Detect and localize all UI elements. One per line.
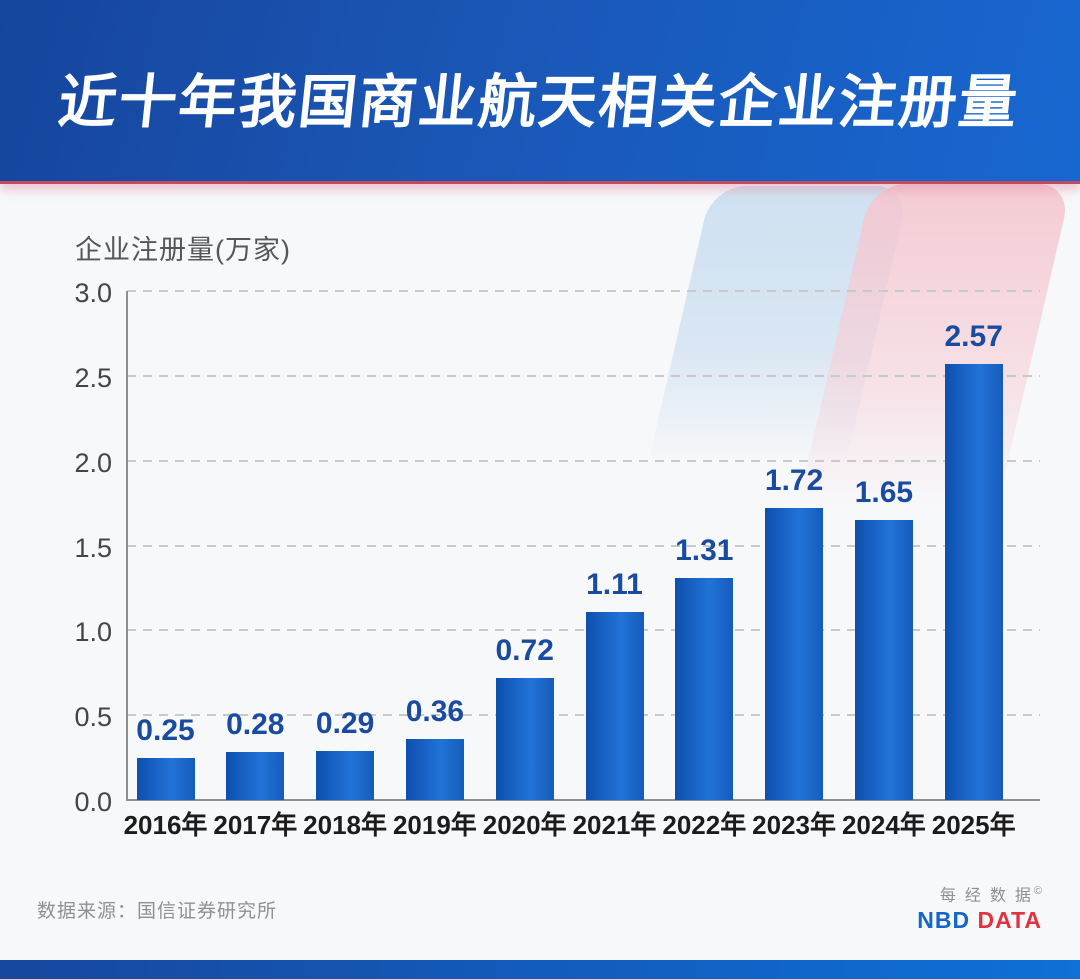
bar-value-label-2018年: 0.29 xyxy=(315,706,375,740)
y-tick-label-0.0: 0.0 xyxy=(74,787,112,817)
gridline-2.0 xyxy=(127,459,1040,462)
data-source: 数据来源：国信证券研究所 xyxy=(37,901,278,922)
nbd-logo-chinese-text: 每经数据 xyxy=(939,887,1040,905)
bar-2022年 xyxy=(675,577,734,800)
x-tick-label-2016年: 2016年 xyxy=(123,810,208,840)
gridline-1.5 xyxy=(127,544,1040,547)
bar-2018年 xyxy=(316,750,375,800)
nbd-logo: 每经数据© NBD DATA xyxy=(917,882,1042,933)
gridline-3.0 xyxy=(127,290,1040,292)
nbd-logo-nbd: NBD xyxy=(917,907,971,934)
bar-value-label-2022年: 1.31 xyxy=(675,533,734,567)
y-axis-title: 企业注册量(万家) xyxy=(75,235,291,265)
y-tick-label-2.0: 2.0 xyxy=(74,447,112,478)
bar-value-label-2020年: 0.72 xyxy=(495,633,554,667)
x-axis-line xyxy=(126,799,1040,801)
x-tick-label-2018年: 2018年 xyxy=(303,810,388,840)
x-tick-label-2019年: 2019年 xyxy=(392,810,477,840)
bar-value-label-2021年: 1.11 xyxy=(586,567,643,601)
title-banner: 近十年我国商业航天相关企业注册量 xyxy=(0,0,1080,184)
gridline-0.5 xyxy=(127,714,1040,717)
nbd-logo-english: NBD DATA xyxy=(917,907,1042,933)
bar-2021年 xyxy=(585,611,644,800)
y-tick-label-1.0: 1.0 xyxy=(74,617,112,648)
bar-value-label-2024年: 1.65 xyxy=(854,476,914,510)
gridline-1.0 xyxy=(127,629,1040,632)
y-tick-label-1.5: 1.5 xyxy=(74,532,112,563)
bar-2016年 xyxy=(136,757,195,800)
bar-2024年 xyxy=(854,520,913,800)
x-tick-label-2017年: 2017年 xyxy=(213,810,298,840)
bar-2020年 xyxy=(495,677,554,800)
bar-2025年 xyxy=(944,363,1003,800)
bar-value-label-2023年: 1.72 xyxy=(764,464,824,498)
bar-value-label-2017年: 0.28 xyxy=(226,708,285,742)
x-tick-label-2025年: 2025年 xyxy=(931,810,1016,840)
y-tick-label-3.0: 3.0 xyxy=(74,278,112,308)
nbd-logo-data: DATA xyxy=(977,907,1042,934)
page-title: 近十年我国商业航天相关企业注册量 xyxy=(55,69,1023,135)
bar-2023年 xyxy=(765,508,824,800)
bar-2017年 xyxy=(226,752,285,800)
bar-value-label-2016年: 0.25 xyxy=(136,713,195,747)
gridline-2.5 xyxy=(127,374,1040,377)
x-tick-label-2020年: 2020年 xyxy=(482,810,567,840)
y-axis-line xyxy=(126,291,128,800)
bar-value-label-2025年: 2.57 xyxy=(944,319,1003,353)
y-tick-label-0.5: 0.5 xyxy=(74,702,112,733)
y-tick-label-2.5: 2.5 xyxy=(74,362,112,393)
copyright-mark: © xyxy=(1033,885,1042,897)
x-tick-label-2024年: 2024年 xyxy=(841,810,926,840)
nbd-logo-chinese: 每经数据© xyxy=(917,882,1042,905)
x-tick-label-2021年: 2021年 xyxy=(572,810,657,840)
bar-value-label-2019年: 0.36 xyxy=(405,694,465,728)
x-tick-label-2023年: 2023年 xyxy=(752,810,837,840)
bottom-accent-bar xyxy=(0,960,1080,979)
x-tick-label-2022年: 2022年 xyxy=(662,810,747,840)
bar-2019年 xyxy=(405,738,464,800)
